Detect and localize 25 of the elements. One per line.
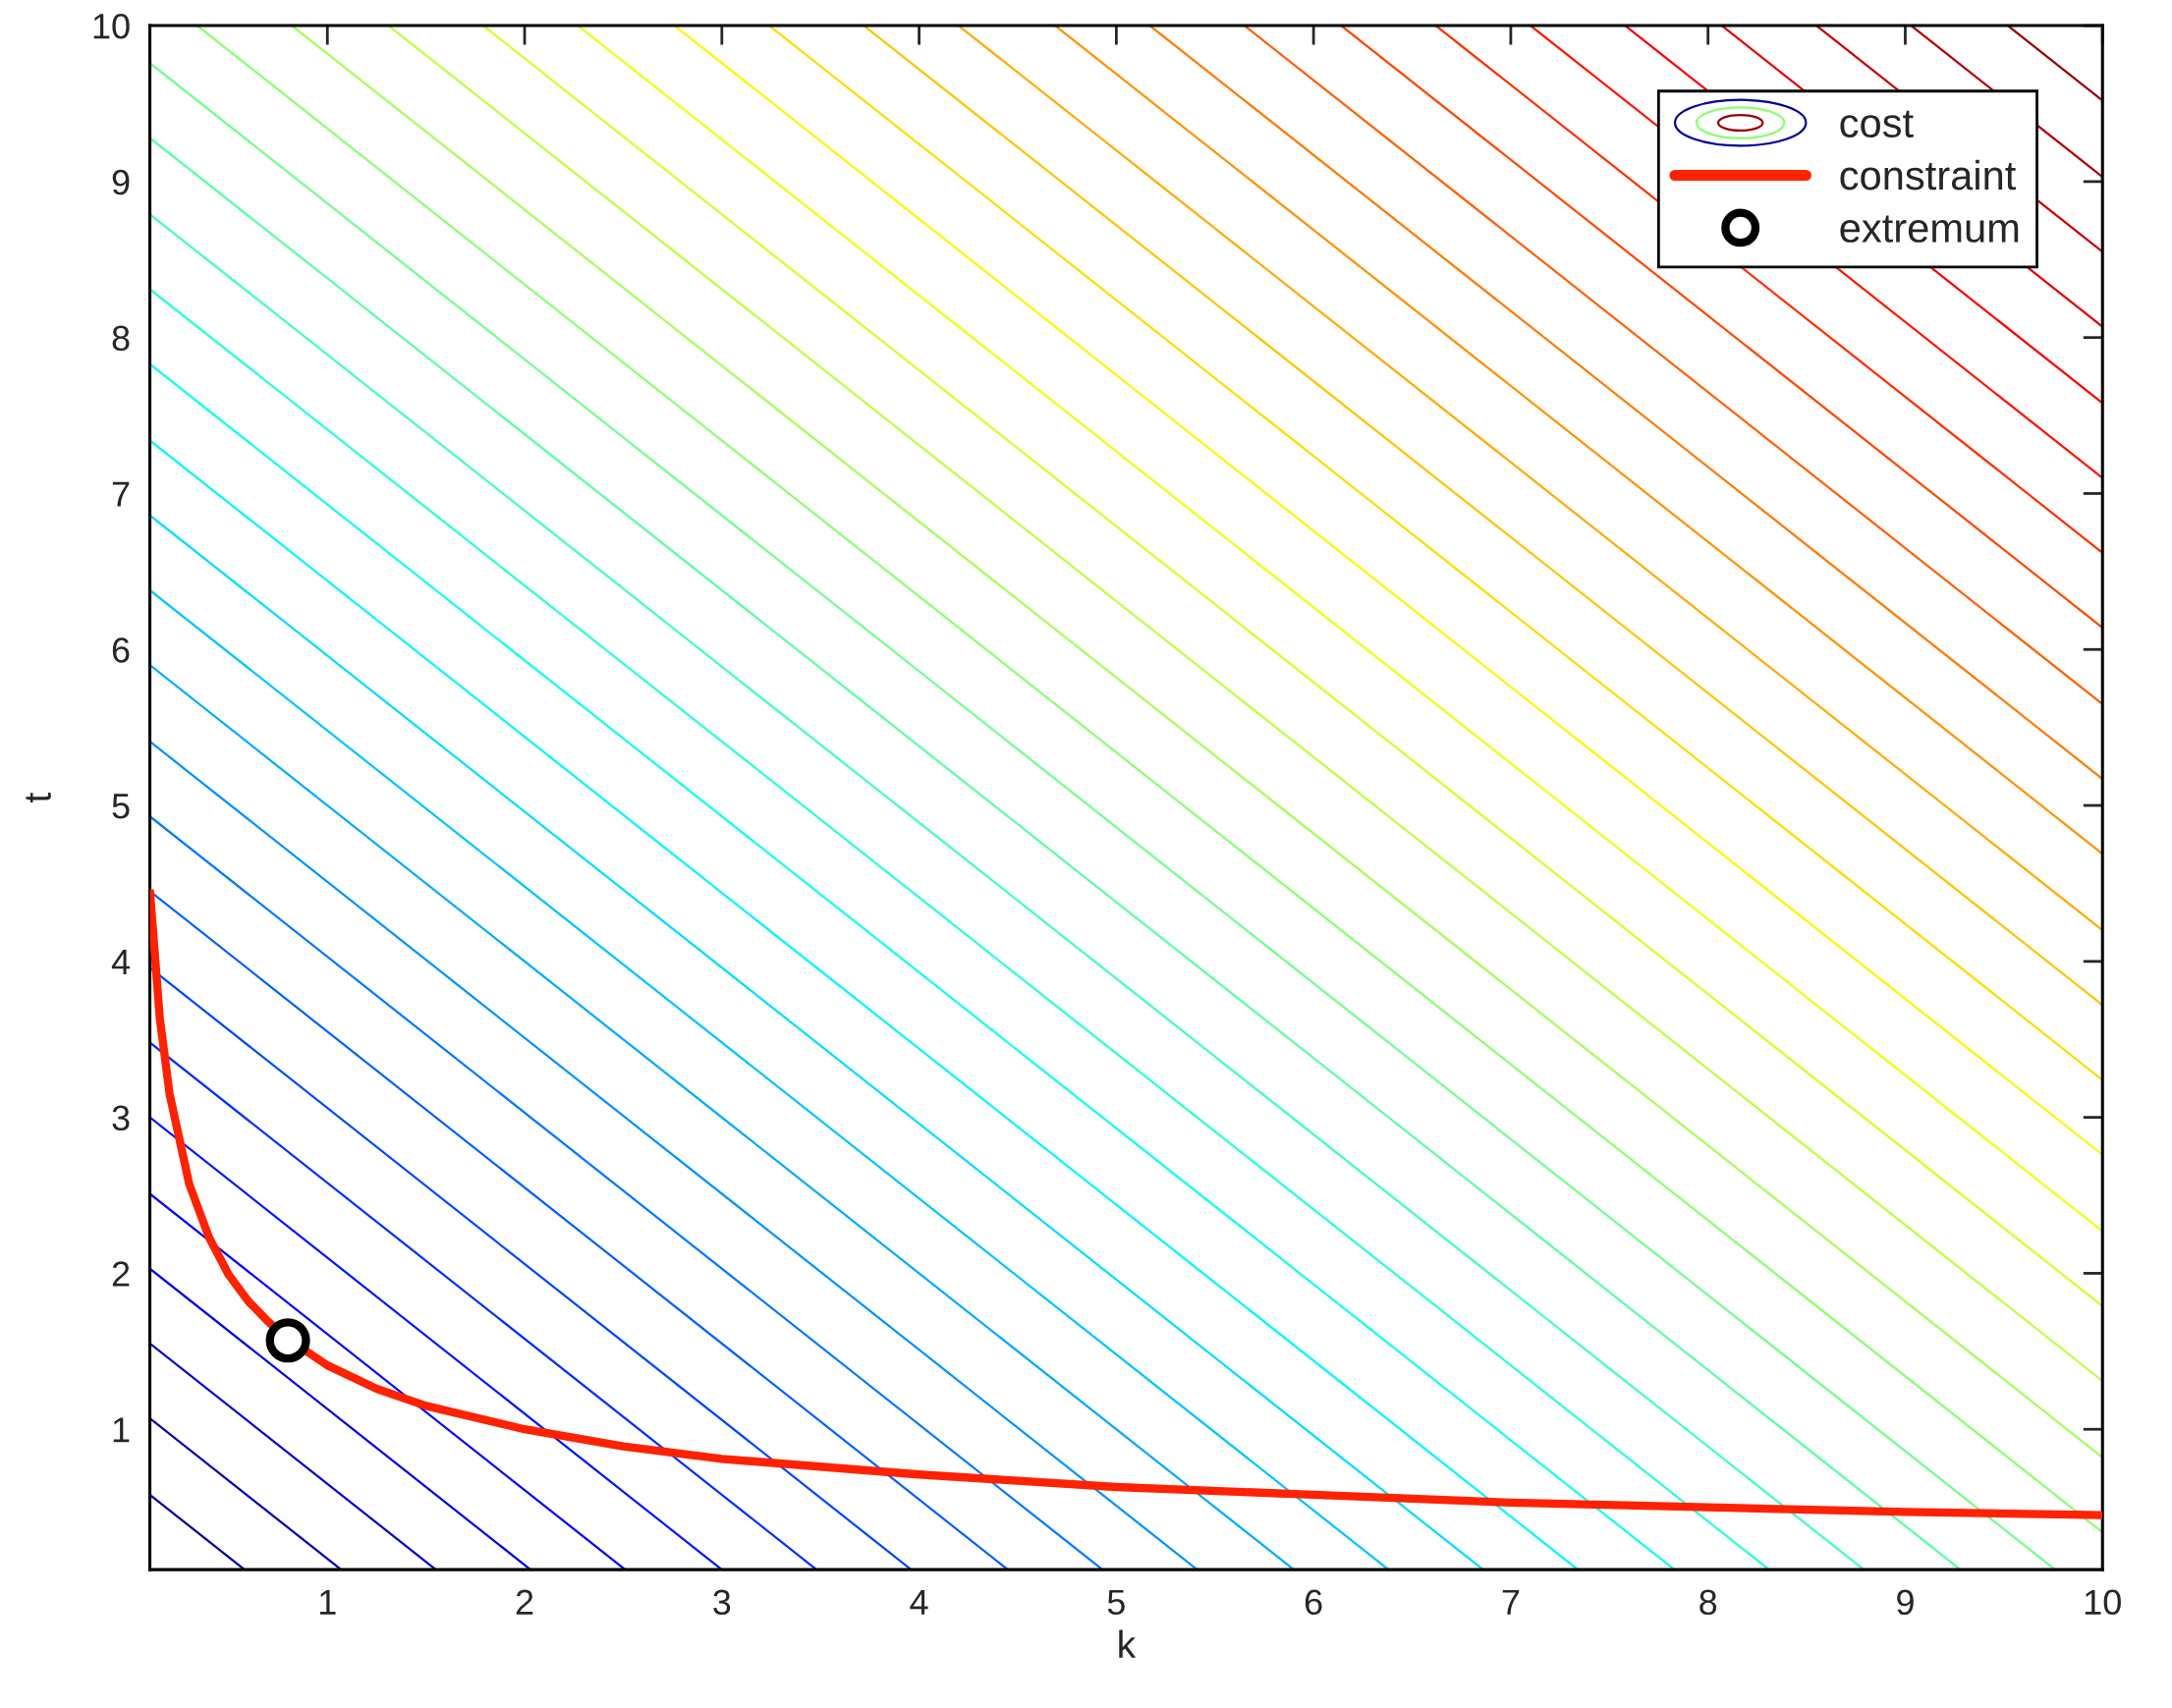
x-tick-label: 6 [1305,1589,1322,1616]
x-tick-label: 1 [319,1589,336,1615]
y-tick-label: 9 [112,169,130,195]
y-tick-label: 3 [112,1105,130,1131]
legend-label: cost [1840,110,1914,138]
x-tick-label: 3 [713,1589,731,1616]
y-tick-label: 1 [113,1417,130,1443]
y-tick-label: 4 [111,950,131,974]
y-tick-label: 7 [112,481,130,507]
x-tick-label: 9 [1897,1589,1914,1616]
legend-label: extremum [1840,215,2019,243]
y-axis-title: t [26,793,51,802]
x-tick-label: 8 [1699,1589,1717,1616]
x-tick-label: 4 [910,1589,928,1615]
y-tick-label: 10 [93,13,130,39]
x-tick-label: 10 [2085,1589,2121,1616]
y-tick-label: 6 [112,637,130,663]
y-tick-label: 8 [112,325,130,352]
legend-label: constraint [1840,159,2017,191]
y-tick-label: 5 [112,794,130,819]
x-tick-label: 7 [1502,1589,1520,1615]
x-axis-title: k [1119,1629,1137,1658]
x-tick-label: 2 [516,1589,533,1615]
y-tick-label: 2 [112,1261,130,1287]
x-tick-label: 5 [1107,1589,1125,1616]
